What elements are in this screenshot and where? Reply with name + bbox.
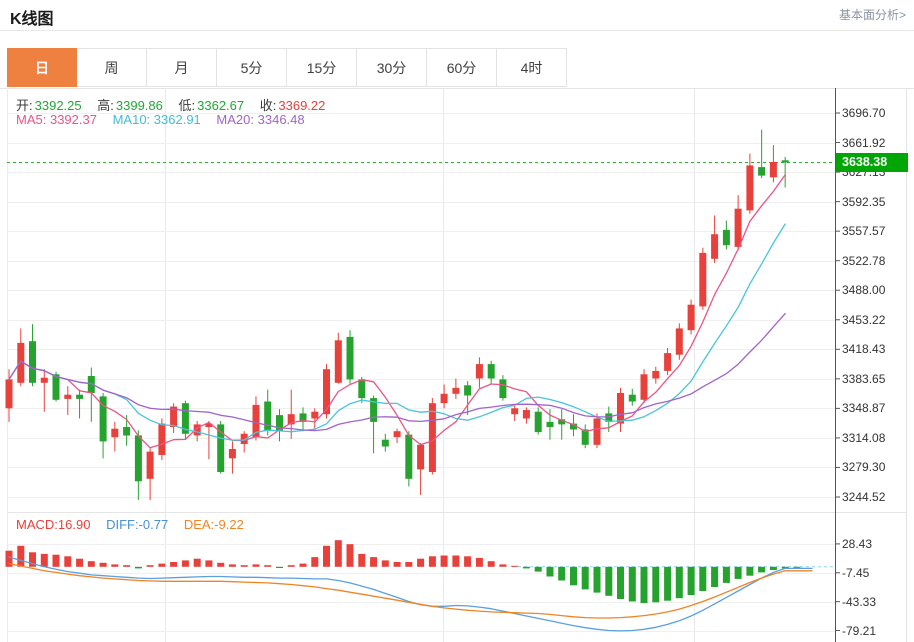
tab-30min[interactable]: 30分 <box>357 48 427 87</box>
close-label: 收: <box>259 98 277 113</box>
macd-tick-label: -79.21 <box>842 623 877 638</box>
low-value: 3362.67 <box>197 98 245 113</box>
price-tick-label: 3696.70 <box>842 106 886 120</box>
dea-label: DEA: <box>183 517 215 532</box>
close-value: 3369.22 <box>278 98 326 113</box>
diff-label: DIFF: <box>106 517 139 532</box>
y-axis <box>835 88 840 642</box>
open-value: 3392.25 <box>34 98 82 113</box>
tab-60min[interactable]: 60分 <box>427 48 497 87</box>
high-value: 3399.86 <box>115 98 163 113</box>
macd-tick-label: -7.45 <box>842 565 870 580</box>
ma5-value: 3392.37 <box>49 112 97 127</box>
open-label: 开: <box>16 98 33 113</box>
ma5-label: MA5: <box>16 112 47 127</box>
fundamental-analysis-link[interactable]: 基本面分析> <box>838 8 906 22</box>
ma20-value: 3346.48 <box>257 112 305 127</box>
diff-value: -0.77 <box>138 517 169 532</box>
price-tick-label: 3592.35 <box>842 194 886 209</box>
tab-month[interactable]: 月 <box>147 48 217 87</box>
price-tick-label: 3314.08 <box>842 430 886 445</box>
macd-label: MACD: <box>16 517 58 532</box>
grid-lines <box>7 88 835 642</box>
macd-header: MACD:16.90 DIFF:-0.77 DEA:-9.22 <box>16 517 244 532</box>
page-title: K线图 <box>10 11 54 28</box>
high-label: 高: <box>97 98 114 113</box>
price-tick-label: 3279.30 <box>842 460 886 475</box>
tab-4hour[interactable]: 4时 <box>497 48 567 87</box>
price-tick-label: 3557.57 <box>842 224 886 239</box>
ma10-label: MA10: <box>112 112 151 127</box>
dea-value: -9.22 <box>214 517 244 532</box>
price-tick-label: 3522.78 <box>842 253 886 268</box>
candlesticks <box>5 129 789 500</box>
tab-5min[interactable]: 5分 <box>217 48 287 87</box>
macd-tick-label: -43.33 <box>842 594 877 609</box>
macd-histogram <box>5 540 801 604</box>
period-tabs: 日周月 5分 15分 30分 60分 4时 <box>7 48 567 87</box>
macd-value: 16.90 <box>57 517 91 532</box>
price-tick-label: 3383.65 <box>842 371 886 386</box>
macd-tick-label: 28.43 <box>842 536 873 551</box>
price-tick-label: 3661.92 <box>842 135 886 150</box>
ma-lines <box>8 174 786 449</box>
macd-lines <box>8 556 813 632</box>
ma20-label: MA20: <box>216 112 254 127</box>
panel-borders <box>0 88 914 642</box>
price-tick-label: 3453.22 <box>842 312 886 327</box>
price-tick-label: 3348.87 <box>842 401 886 416</box>
price-tick-label: 3418.43 <box>842 342 886 357</box>
current-price-badge: 3638.38 <box>836 153 908 173</box>
tab-week[interactable]: 周 <box>77 48 147 87</box>
tab-15min[interactable]: 15分 <box>287 48 357 87</box>
ma-header: MA5: 3392.37 MA10: 3362.91 MA20: 3346.48 <box>16 112 317 127</box>
titlebar-divider <box>0 30 914 31</box>
ohlc-header: 开: 3392.25 高: 3399.86 低: 3362.67 收: 3369.22 <box>16 95 337 114</box>
low-label: 低: <box>178 98 196 113</box>
price-tick-label: 3488.00 <box>842 283 886 298</box>
price-tick-label: 3244.52 <box>842 490 886 504</box>
tab-day[interactable]: 日 <box>7 48 77 87</box>
ma10-value: 3362.91 <box>153 112 201 127</box>
